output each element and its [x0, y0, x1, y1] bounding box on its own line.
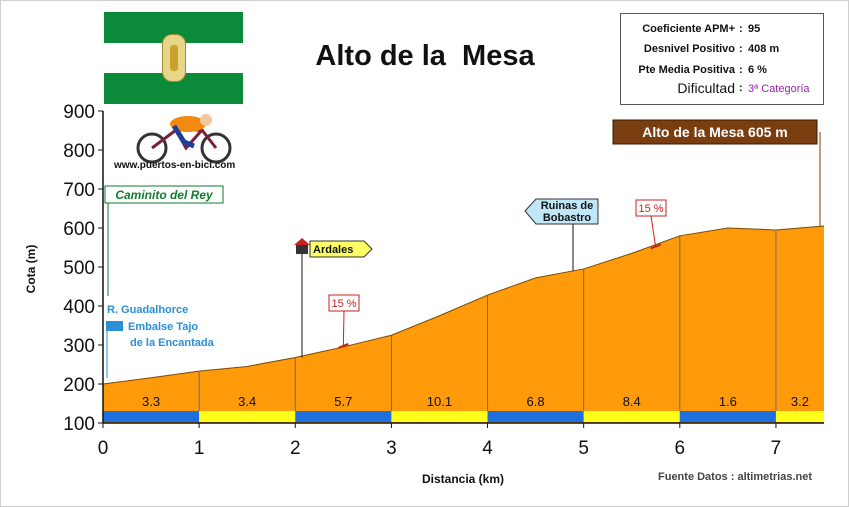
bobastro-flag [524, 198, 599, 225]
x-tick-label: 1 [194, 438, 205, 459]
ramp-label: 15 % [638, 203, 663, 215]
profile-line [102, 225, 825, 385]
summit-box [612, 119, 818, 145]
y-tick-label: 200 [63, 375, 95, 396]
x-tick-label: 6 [675, 438, 686, 459]
segment-label: 6.8 [527, 394, 545, 409]
logo-url: www.puertos-en-bici.com [114, 160, 236, 171]
ramp-pointer [342, 310, 345, 347]
segment-bar [295, 411, 392, 422]
bobastro-label: Ruinas de [541, 200, 594, 212]
x-tick-label: 0 [98, 438, 109, 459]
segment-bar [583, 411, 680, 422]
segment-label: 8.4 [623, 394, 641, 409]
x-tick-label: 5 [578, 438, 589, 459]
segment-label: 3.4 [238, 394, 256, 409]
y-tick-label: 700 [63, 180, 95, 201]
segment-bar [679, 411, 776, 422]
ramp-tick [337, 343, 349, 349]
segment-bar [199, 411, 296, 422]
profile-area [103, 226, 824, 423]
ramp-label: 15 % [331, 298, 356, 310]
ardales-flag [309, 240, 373, 258]
river-label: R. Guadalhorce [107, 304, 188, 316]
info-separator: : [739, 82, 743, 94]
y-axis-label: Cota (m) [24, 245, 38, 294]
segment-bar [391, 411, 488, 422]
info-value: 95 [748, 23, 761, 35]
info-separator: : [739, 43, 743, 55]
info-value: 408 m [748, 43, 780, 55]
reservoir-icon [106, 321, 123, 331]
segment-bar [487, 411, 584, 422]
reservoir-label: Embalse Tajo [128, 321, 198, 333]
segment-label: 5.7 [334, 394, 352, 409]
x-tick-label: 7 [771, 438, 782, 459]
coat-of-arms-icon [162, 34, 186, 82]
caminito-label: Caminito del Rey [115, 188, 214, 202]
data-source: Fuente Datos : altimetrias.net [658, 471, 813, 483]
info-box: Coeficiente APM+:95 Desnivel Positivo:408… [620, 13, 824, 105]
y-tick-label: 900 [63, 102, 95, 123]
info-label: Pte Media Positiva [638, 64, 735, 76]
info-label: Desnivel Positivo [643, 43, 735, 55]
y-tick-label: 100 [63, 414, 95, 435]
x-tick-label: 4 [482, 438, 493, 459]
reservoir-label: de la Encantada [130, 337, 215, 349]
info-value: 6 % [748, 64, 767, 76]
info-separator: : [739, 64, 743, 76]
y-tick-label: 400 [63, 297, 95, 318]
andalusia-flag [104, 12, 243, 104]
segment-label: 1.6 [719, 394, 737, 409]
summit-label: Alto de la Mesa 605 m [642, 124, 788, 140]
segment-label: 3.2 [791, 394, 809, 409]
info-label: Dificultad [677, 80, 735, 96]
x-axis-label: Distancia (km) [422, 472, 504, 486]
ramp-pointer [650, 215, 657, 248]
house-roof-icon [294, 238, 310, 245]
caminito-box [104, 185, 224, 204]
info-value: 3ª Categoría [748, 83, 810, 95]
bobastro-label: Bobastro [543, 212, 592, 224]
page-title: Alto de la Mesa [315, 40, 535, 72]
y-tick-label: 500 [63, 258, 95, 279]
segment-bar [775, 411, 824, 422]
house-icon [296, 244, 308, 254]
info-label: Coeficiente APM+ [642, 23, 735, 35]
segment-label: 3.3 [142, 394, 160, 409]
x-tick-label: 3 [386, 438, 397, 459]
ardales-label: Ardales [313, 244, 353, 256]
y-tick-label: 800 [63, 141, 95, 162]
y-tick-label: 600 [63, 219, 95, 240]
info-separator: : [739, 23, 743, 35]
segment-bar [103, 411, 200, 422]
y-tick-label: 300 [63, 336, 95, 357]
cyclist-logo [114, 112, 266, 174]
segment-label: 10.1 [427, 394, 452, 409]
x-tick-label: 2 [290, 438, 301, 459]
ramp-tick [650, 243, 662, 250]
